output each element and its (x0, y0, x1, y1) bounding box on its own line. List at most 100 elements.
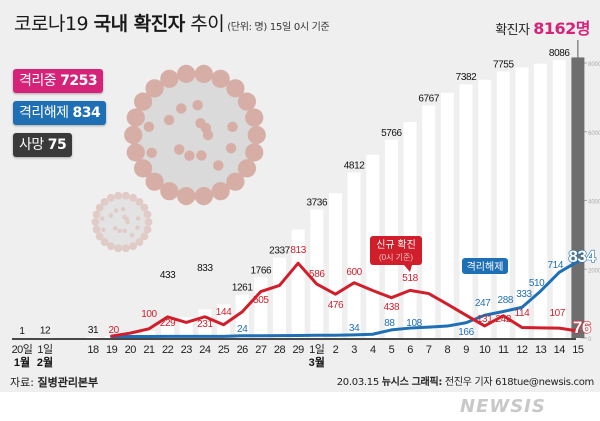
y-tick-label: 2000 (588, 268, 600, 274)
virus-spike (95, 232, 104, 241)
virus-spike (129, 193, 137, 202)
virus-spike (160, 69, 179, 88)
credit-author: 전진우 기자 618tue@newsis.com (442, 377, 594, 388)
bar (552, 60, 566, 338)
bar-label: 2337 (269, 246, 290, 257)
bar (534, 63, 548, 339)
virus-spot (122, 214, 127, 220)
bar-label: 1261 (232, 283, 253, 294)
bar-label: 12 (40, 326, 51, 337)
title-bold: 국내 확진자 (93, 13, 186, 35)
x-tick-label: 27 (255, 344, 267, 356)
virus-spike (95, 203, 104, 212)
virus-spike (100, 197, 109, 206)
virus-spike (177, 64, 196, 83)
virus-spot (112, 226, 118, 231)
virus-spike (126, 143, 145, 162)
bar (459, 84, 473, 339)
virus-spike (211, 182, 230, 201)
bar-label: 7382 (456, 72, 477, 83)
released-callout: 격리해제 (462, 258, 508, 274)
new-cases-line (110, 261, 580, 338)
bar-label: 4812 (344, 161, 365, 172)
virus-spot (124, 216, 129, 222)
callout-title: 격리해제 (467, 260, 504, 273)
virus-spike (107, 242, 115, 251)
released-label: 333 (516, 289, 532, 300)
new-cases-label: 813 (290, 245, 306, 256)
virus-spot (227, 121, 238, 132)
bar (142, 330, 156, 338)
x-tick-label: 11 (498, 344, 509, 356)
x-tick-label: 23 (181, 344, 193, 356)
new-cases-callout: 신규 확진 (0시 기준) (370, 236, 422, 272)
released-label: 108 (406, 318, 422, 329)
title-suffix: 추이 (184, 13, 225, 35)
x-tick-label: 29 (293, 344, 305, 356)
new-cases-label: 76 (573, 318, 591, 337)
virus-spike (160, 182, 179, 201)
x-tick-label: 20 (125, 344, 137, 356)
virus-spike (133, 159, 153, 178)
released-label: 166 (458, 327, 474, 338)
bar-label: 5766 (381, 128, 402, 139)
virus-spot (101, 227, 106, 232)
x-tick-label: 22 (162, 344, 174, 356)
x-tick-label: 13 (535, 344, 547, 356)
x-tick-label: 24 (199, 344, 211, 356)
callout-title: 신규 확진 (376, 239, 416, 251)
source-label: 자료: (10, 376, 38, 389)
virus-spot (173, 144, 185, 155)
badge-isolated-label: 격리중 (19, 73, 61, 89)
virus-spot (143, 121, 155, 133)
credit-agency: 뉴시스 그래픽: (381, 377, 443, 388)
total-value: 8162명 (533, 19, 590, 38)
released-label: 510 (529, 278, 545, 289)
released-label: 34 (349, 323, 360, 334)
badge-released-value: 834 (72, 105, 101, 121)
new-cases-label: 600 (346, 267, 362, 278)
x-tick-label: 1일 (309, 342, 325, 356)
new-cases-label: 518 (402, 273, 418, 284)
new-cases-label: 229 (160, 318, 176, 329)
new-cases-label: 242 (496, 314, 512, 325)
badge-deaths-label: 사망 (19, 137, 48, 153)
new-cases-label: 20 (108, 325, 119, 336)
virus-spike (129, 242, 137, 251)
virus-spike (135, 238, 144, 247)
virus-spike (124, 125, 143, 145)
bar (273, 257, 286, 338)
bar (291, 229, 305, 338)
x-tick-label: 5 (389, 344, 395, 356)
bar (328, 193, 342, 338)
bar-label: 433 (160, 270, 176, 281)
x-tick-label: 28 (274, 344, 286, 356)
released-line (110, 259, 580, 339)
virus-spike (114, 244, 123, 253)
bar (310, 209, 324, 338)
virus-spike (145, 79, 164, 98)
credit-date: 20.03.15 (336, 377, 382, 388)
callout-sub: (0시 기준) (379, 253, 413, 262)
bar (217, 304, 231, 338)
virus-spot (213, 160, 224, 171)
bar (161, 323, 175, 338)
virus-spot (176, 103, 187, 114)
virus-spike (140, 232, 149, 241)
virus-spot (225, 142, 237, 154)
virus-spot (135, 216, 141, 221)
virus-body (130, 70, 260, 200)
released-label: 834 (568, 247, 596, 266)
bar-label: 3736 (306, 198, 327, 209)
x-tick-label: 8 (445, 344, 451, 356)
total-label: 확진자 (495, 23, 534, 38)
virus-spike (247, 125, 266, 145)
virus-spot (108, 213, 114, 218)
virus-spike (126, 108, 145, 127)
virus-spike (143, 210, 152, 219)
new-cases-label: 586 (309, 269, 325, 280)
bar (254, 277, 268, 338)
new-cases-label: 107 (550, 308, 566, 319)
virus-spot (129, 232, 135, 238)
